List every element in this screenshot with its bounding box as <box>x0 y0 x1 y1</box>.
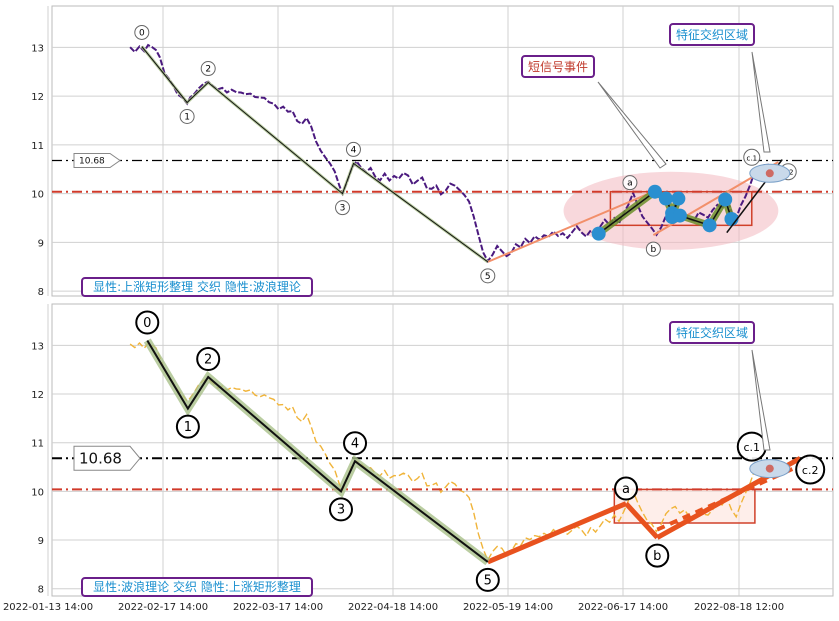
chart-panel-top: 891011121310.68012345abc.1c.2短信号事件特征交织区域… <box>31 5 834 298</box>
hline-label: 10.68 <box>79 157 105 167</box>
abc-label-circle <box>614 476 639 501</box>
wave-label: 1 <box>184 420 192 435</box>
wave-label: 2 <box>204 352 212 367</box>
abc-label: c.1 <box>744 441 761 454</box>
wave-label: 5 <box>484 573 492 588</box>
signal-point <box>591 226 606 241</box>
hline-label-box <box>73 445 141 471</box>
abc-label: a <box>622 482 630 497</box>
y-tick-label: 10 <box>31 190 44 201</box>
y-tick-label: 8 <box>38 287 44 298</box>
wave-label-circle <box>196 347 221 371</box>
y-tick-label: 13 <box>31 341 44 352</box>
caption-box <box>81 577 313 597</box>
annotation-short-signal: 短信号事件 <box>528 60 588 74</box>
x-tick-label: 2022-03-17 14:00 <box>233 602 323 613</box>
wave-label: 2 <box>205 65 211 75</box>
wave-label-circle <box>335 200 351 216</box>
y-tick-label: 12 <box>31 92 44 103</box>
annotation-feature: 特征交织区域 <box>676 27 748 42</box>
wave-label: 1 <box>184 113 190 123</box>
signal-point <box>702 218 717 233</box>
y-tick-label: 10 <box>31 487 44 498</box>
abc-label-circle <box>795 454 826 485</box>
caption-box <box>81 277 313 297</box>
abc-label: b <box>653 549 661 564</box>
abc-label-circle <box>645 543 670 568</box>
signal-point <box>671 191 686 206</box>
wave-label: 0 <box>139 28 145 38</box>
x-tick-label: 2022-05-19 14:00 <box>463 602 553 613</box>
wave-label-circle <box>328 497 353 522</box>
annotation-arrow <box>597 81 667 169</box>
annotation-arrow <box>751 349 771 451</box>
wave-label-circle <box>200 61 216 77</box>
caption-text: 显性:波浪理论 交织 隐性:上涨矩形整理 <box>93 579 301 594</box>
hline-label-box <box>73 153 121 169</box>
abc-label-circle <box>622 175 638 191</box>
wave-label-circle <box>175 414 200 439</box>
abc-label-circle <box>645 241 661 257</box>
wave-label-circle <box>475 567 500 592</box>
x-axis: 2022-01-13 14:00 2022-02-17 14:00 2022-03-… <box>3 602 784 613</box>
wave-label-circle <box>179 109 195 125</box>
hline-label: 10.68 <box>79 449 122 467</box>
x-tick-label: 2022-06-17 14:00 <box>578 602 668 613</box>
annotation-feature-box <box>669 321 755 344</box>
wave-label-circle <box>134 24 150 40</box>
caption-text: 显性:上涨矩形整理 交织 隐性:波浪理论 <box>93 279 301 294</box>
feature-zone-center <box>765 169 774 178</box>
x-tick-label: 2022-04-18 14:00 <box>348 602 438 613</box>
y-tick-label: 11 <box>31 141 44 152</box>
wave-label-circle <box>343 431 368 456</box>
feature-zone-center <box>765 464 774 473</box>
trend-line <box>486 501 628 565</box>
wave-label-circle <box>345 141 361 157</box>
wave-label-circle <box>480 268 496 284</box>
wave-label-circle <box>135 310 160 335</box>
wave-line <box>146 339 489 563</box>
wave-label: 5 <box>485 272 491 282</box>
signal-point <box>672 208 687 223</box>
signal-point <box>647 184 662 199</box>
abc-label: a <box>627 179 633 189</box>
wave-label: 0 <box>143 316 151 331</box>
wave-label: 3 <box>337 503 345 518</box>
x-tick-label: 2022-02-17 14:00 <box>118 602 208 613</box>
price-line <box>129 43 770 264</box>
y-tick-label: 12 <box>31 390 44 401</box>
y-tick-label: 9 <box>38 238 44 249</box>
chart-panel-bottom: 891011121310.68012345abc.1c.2特征交织区域显性:波浪… <box>31 303 834 597</box>
plot-area <box>51 5 834 297</box>
signal-point <box>658 191 673 206</box>
y-tick-label: 8 <box>38 585 44 596</box>
y-tick-label: 11 <box>31 439 44 450</box>
annotation-short-signal-box <box>521 55 595 78</box>
y-tick-label: 13 <box>31 43 44 54</box>
wave-label: 4 <box>351 437 359 452</box>
abc-label: c.2 <box>802 464 819 477</box>
trend-line <box>487 190 654 263</box>
x-tick-label: 2022-08-18 12:00 <box>694 602 784 613</box>
signal-point <box>718 192 733 207</box>
wave-label: 3 <box>340 204 346 214</box>
trend-line <box>624 501 660 540</box>
annotation-feature-box <box>669 23 755 46</box>
abc-label: b <box>651 245 657 255</box>
x-tick-label: 2022-01-13 14:00 <box>3 602 93 613</box>
plot-area <box>51 303 834 597</box>
y-tick-label: 9 <box>38 536 44 547</box>
price-line <box>129 341 770 562</box>
annotation-feature: 特征交织区域 <box>676 325 748 340</box>
wave-label: 4 <box>351 145 357 155</box>
abc-label-circle <box>743 148 761 166</box>
abc-label: c.1 <box>747 154 758 162</box>
annotation-arrow <box>751 51 771 153</box>
wave-line <box>141 46 489 263</box>
